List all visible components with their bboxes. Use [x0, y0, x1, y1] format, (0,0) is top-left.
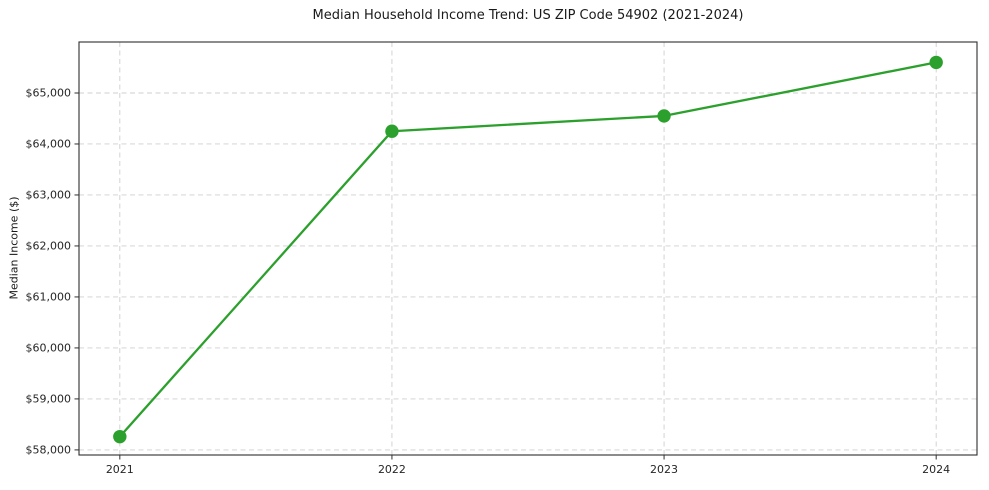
x-tick-label: 2022	[378, 463, 406, 476]
y-tick-label: $62,000	[26, 239, 72, 252]
y-tick-label: $64,000	[26, 137, 72, 150]
y-tick-label: $58,000	[26, 443, 72, 456]
y-tick-label: $60,000	[26, 341, 72, 354]
plot-border	[78, 41, 978, 456]
chart-title: Median Household Income Trend: US ZIP Co…	[312, 8, 744, 23]
x-tick-label: 2021	[106, 463, 134, 476]
x-tick-label: 2024	[922, 463, 950, 476]
x-tick-label: 2023	[650, 463, 678, 476]
data-point-marker	[657, 109, 671, 123]
trend-line	[118, 61, 938, 438]
y-tick-label: $59,000	[26, 392, 72, 405]
y-tick-label: $63,000	[26, 188, 72, 201]
data-point-marker	[385, 124, 399, 138]
data-point-marker	[113, 429, 127, 444]
y-tick-label: $65,000	[26, 86, 72, 99]
y-tick-label: $61,000	[26, 290, 72, 303]
data-point-marker	[929, 55, 943, 70]
